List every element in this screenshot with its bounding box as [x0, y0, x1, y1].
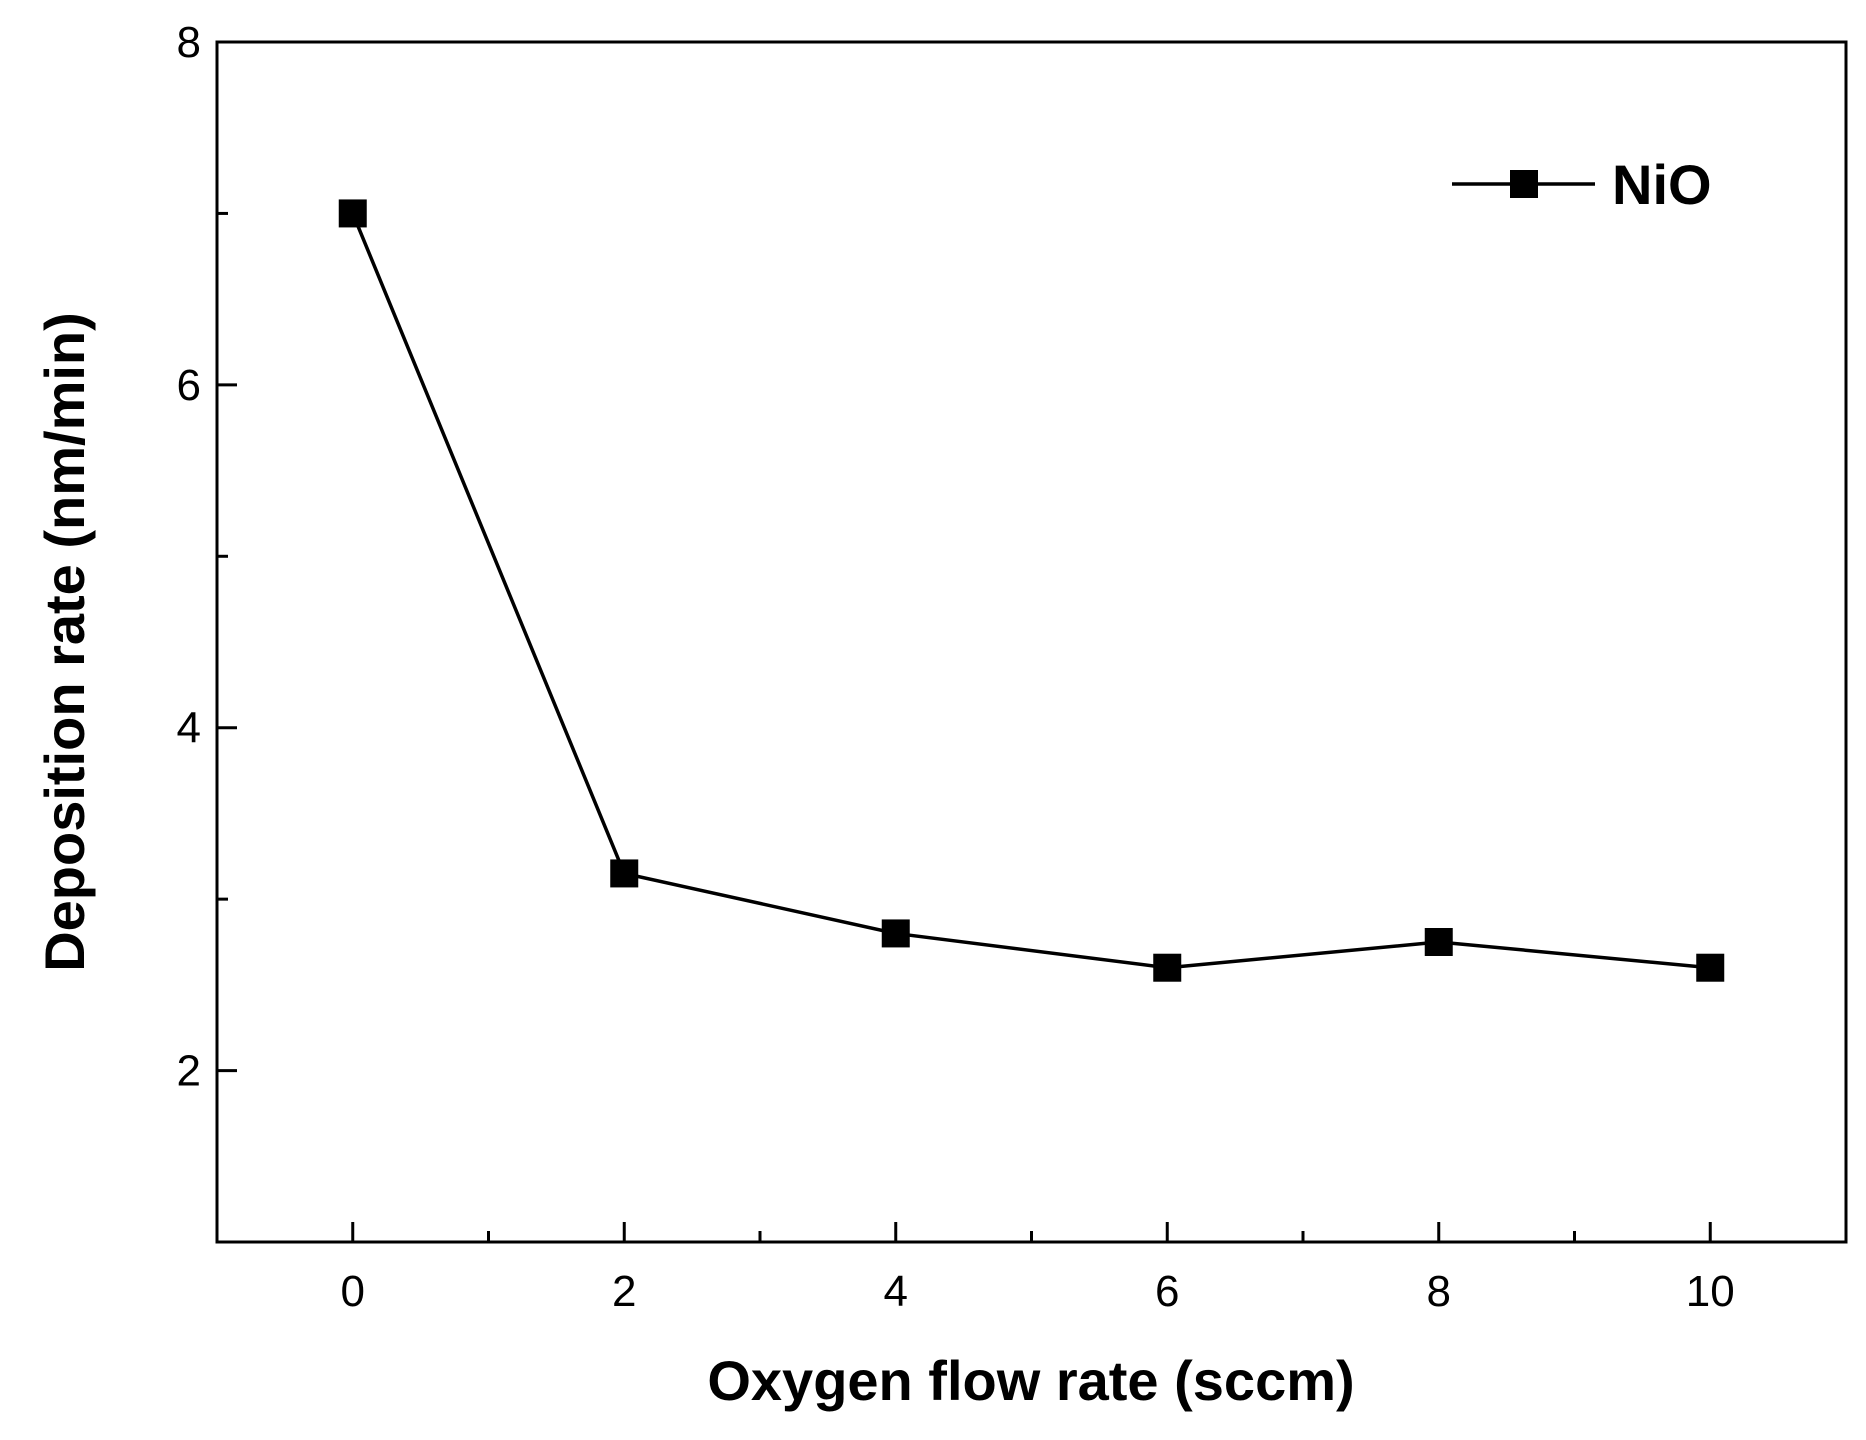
data-point — [1696, 953, 1725, 982]
y-tick-label: 6 — [177, 361, 201, 410]
legend-marker — [1510, 170, 1538, 198]
plot-frame — [215, 40, 1848, 1244]
data-point — [1424, 928, 1453, 956]
data-point — [338, 199, 367, 228]
y-tick-label: 8 — [177, 18, 201, 67]
series-layer — [338, 199, 1725, 982]
x-tick-label: 0 — [341, 1267, 365, 1316]
y-axis-title: Deposition rate (nm/min) — [33, 312, 96, 972]
x-tick-label: 8 — [1427, 1267, 1451, 1316]
data-point — [610, 859, 639, 888]
x-tick-label: 10 — [1686, 1267, 1735, 1316]
x-axis-title: Oxygen flow rate (sccm) — [707, 1349, 1354, 1412]
data-point — [881, 919, 910, 948]
y-tick-label: 2 — [177, 1047, 201, 1096]
x-tick-label: 6 — [1155, 1267, 1179, 1316]
legend-label: NiO — [1612, 153, 1712, 216]
y-tick-label: 4 — [177, 704, 201, 753]
x-axis-ticks: 0 2 4 6 8 10 — [341, 1222, 1735, 1316]
x-tick-label: 4 — [884, 1267, 908, 1316]
series-line-nio — [351, 212, 1711, 970]
x-tick-label: 2 — [612, 1267, 636, 1316]
legend: NiO — [1452, 153, 1712, 216]
y-axis-ticks: 2 4 6 8 — [177, 18, 237, 1244]
data-point — [1153, 953, 1182, 982]
